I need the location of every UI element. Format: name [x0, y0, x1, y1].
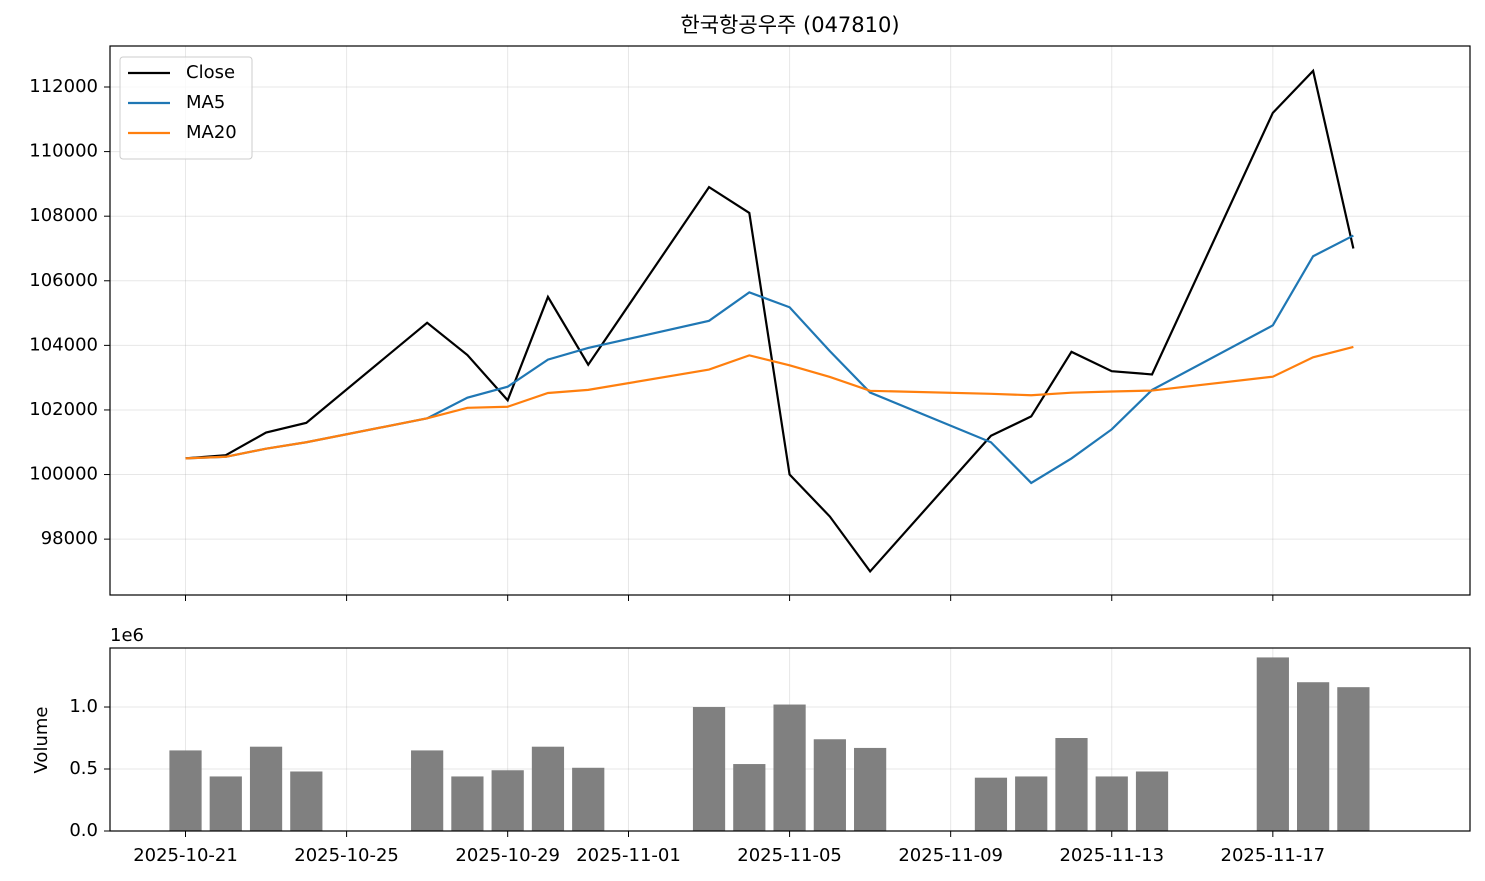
axes-frame: [109, 45, 1471, 596]
line-series: [185, 345, 1354, 460]
y-tick-label: 104000: [29, 334, 98, 355]
x-tick-label: 2025-11-01: [576, 845, 681, 866]
y-tick-label: 98000: [41, 528, 98, 549]
bar: [451, 776, 484, 831]
legend-label: Close: [186, 62, 235, 83]
offset-label: 1e6: [110, 625, 144, 646]
y-axis-label: Volume: [31, 707, 52, 774]
y-tick-label: 0.0: [69, 820, 98, 841]
bar: [249, 746, 283, 831]
x-tick-label: 2025-11-05: [737, 845, 842, 866]
bar: [974, 777, 1008, 831]
bar: [169, 750, 202, 831]
bar: [813, 739, 846, 831]
legend-label: MA20: [186, 122, 237, 143]
bar: [531, 746, 565, 831]
y-tick-label: 100000: [29, 464, 98, 485]
x-tick-label: 2025-10-21: [133, 845, 238, 866]
bar: [411, 750, 444, 831]
y-tick-label: 1.0: [69, 696, 98, 717]
bar: [1297, 682, 1330, 831]
bar: [1095, 776, 1128, 831]
bar: [209, 776, 242, 831]
bar: [1055, 738, 1088, 831]
y-tick-label: 108000: [29, 205, 98, 226]
y-tick-label: 102000: [29, 399, 98, 420]
line-series: [185, 68, 1355, 574]
axes-frame: [109, 647, 1471, 832]
bar: [1135, 771, 1169, 831]
bar: [290, 771, 323, 831]
bar: [1256, 657, 1289, 831]
bar: [733, 764, 766, 831]
bar: [692, 707, 726, 831]
x-tick-label: 2025-10-29: [455, 845, 560, 866]
legend-label: MA5: [186, 92, 225, 113]
x-tick-label: 2025-11-17: [1221, 845, 1326, 866]
y-tick-label: 112000: [29, 76, 98, 97]
x-tick-label: 2025-11-13: [1059, 845, 1164, 866]
y-tick-label: 110000: [29, 141, 98, 162]
chart-title: 한국항공우주 (047810): [680, 13, 899, 37]
bar: [854, 747, 887, 831]
x-tick-label: 2025-10-25: [294, 845, 399, 866]
y-tick-label: 106000: [29, 270, 98, 291]
bar: [1337, 687, 1370, 831]
y-tick-label: 0.5: [69, 758, 98, 779]
bar: [491, 770, 524, 831]
bar: [773, 704, 806, 831]
x-tick-label: 2025-11-09: [898, 845, 1003, 866]
bar: [572, 767, 605, 831]
bar: [1015, 776, 1048, 831]
